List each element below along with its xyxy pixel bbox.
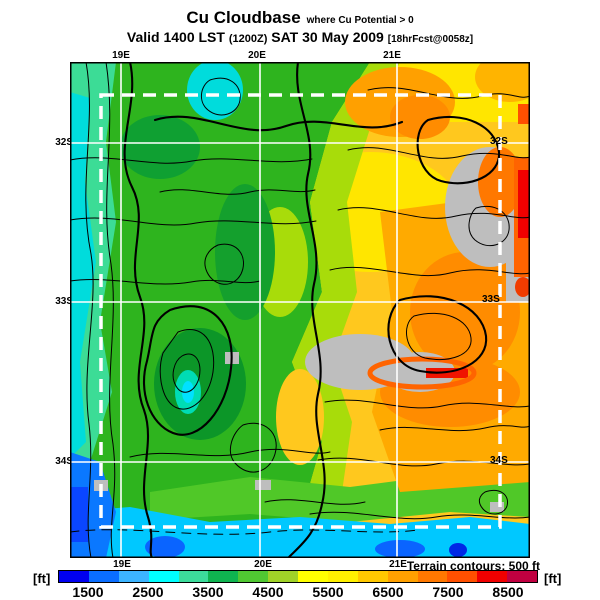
lat-label-right-32s: 32S: [490, 136, 508, 147]
lon-label-bottom-19e: 19E: [113, 559, 131, 570]
colorbar-unit-right: [ft]: [544, 571, 562, 586]
colorbar-segment: [148, 571, 179, 582]
colorbar-segment: [59, 571, 89, 582]
lon-label-top-21e: 21E: [383, 50, 401, 61]
valid-prefix: Valid 1400 LST: [126, 29, 225, 45]
title-note: where Cu Potential > 0: [306, 15, 414, 26]
map-border: [70, 62, 530, 558]
colorbar-segments: [58, 570, 538, 583]
colorbar-segment: [477, 571, 508, 582]
lon-label-bottom-20e: 20E: [254, 559, 272, 570]
colorbar-tick-label: 1500: [72, 584, 104, 600]
map-canvas: [70, 62, 530, 558]
colorbar-segment: [118, 571, 149, 582]
lat-label-left-32s: 32S: [55, 137, 73, 148]
forecast-map: 32S 33S 34S: [70, 62, 530, 558]
colorbar-tick-label: 4500: [252, 584, 284, 600]
colorbar-tick-label: 6500: [372, 584, 404, 600]
colorbar-segment: [208, 571, 239, 582]
domain-boundary-box: [99, 93, 502, 529]
lat-label-right-33s: 33S: [482, 294, 500, 305]
valid-line: Valid 1400 LST (1200Z) SAT 30 May 2009 […: [0, 29, 600, 45]
lat-label-left-33s: 33S: [55, 296, 73, 307]
page-title: Cu Cloudbase where Cu Potential > 0: [0, 8, 600, 28]
colorbar-tick-label: 3500: [192, 584, 224, 600]
valid-fcst: [18hrFcst@0058z]: [387, 34, 474, 45]
colorbar-segment: [447, 571, 478, 582]
valid-date: SAT 30 May 2009: [271, 29, 384, 45]
colorbar-segment: [178, 571, 209, 582]
colorbar-segment: [298, 571, 328, 582]
colorbar-ticks: 1500 2500 3500 4500 5500 6500 7500 8500: [58, 584, 538, 600]
colorbar-tick-label: 7500: [432, 584, 464, 600]
lon-label-top-20e: 20E: [248, 50, 266, 61]
lat-label-right-34s: 34S: [490, 455, 508, 466]
colorbar-segment: [357, 571, 388, 582]
colorbar-segment: [268, 571, 298, 582]
title-main: Cu Cloudbase: [186, 8, 301, 27]
lat-label-left-34s: 34S: [55, 456, 73, 467]
graticule-lines: [70, 62, 530, 558]
colorbar-tick-label: 8500: [492, 584, 524, 600]
colorbar-segment: [417, 571, 448, 582]
colorbar-tick-label: 2500: [132, 584, 164, 600]
colorbar-tick-label: 5500: [312, 584, 344, 600]
colorbar-segment: [387, 571, 418, 582]
colorbar-segment: [238, 571, 269, 582]
terrain-contours-note: Terrain contours: 500 ft: [406, 559, 540, 573]
colorbar-segment: [327, 571, 358, 582]
lon-label-top-19e: 19E: [112, 50, 130, 61]
colorbar-unit-left: [ft]: [33, 571, 51, 586]
colorbar-segment: [88, 571, 119, 582]
cloudbase-color-regions: [70, 62, 530, 558]
valid-zulu: (1200Z): [228, 33, 268, 45]
colorbar-segment: [507, 571, 537, 582]
terrain-contours-index: [123, 62, 501, 558]
lon-label-bottom-21e: 21E: [389, 559, 407, 570]
